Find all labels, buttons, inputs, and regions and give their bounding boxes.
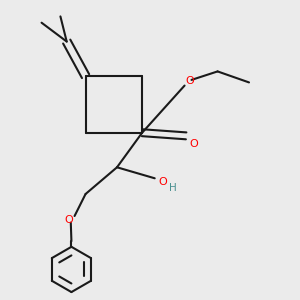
Text: O: O [158,177,167,187]
Text: O: O [65,215,74,225]
Text: O: O [185,76,194,86]
Text: O: O [190,139,198,149]
Text: H: H [169,183,177,193]
